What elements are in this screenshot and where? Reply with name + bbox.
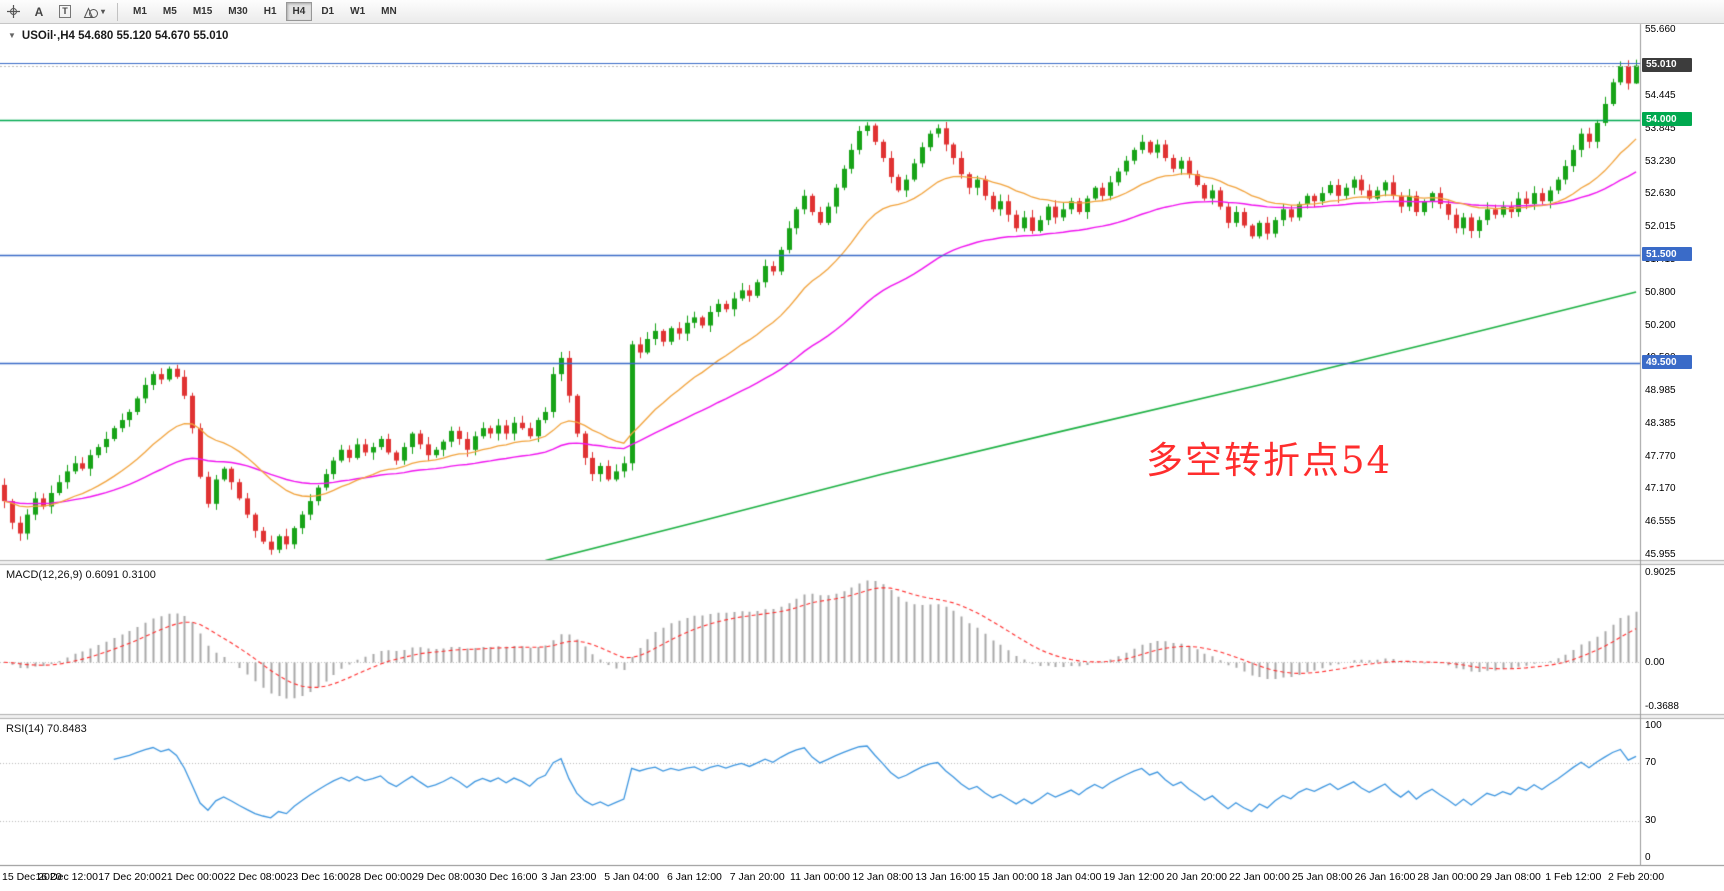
time-axis-label: 5 Jan 04:00 — [604, 871, 660, 883]
timeframe-button-H4[interactable]: H4 — [285, 2, 313, 21]
time-axis-label: 2 Feb 20:00 — [1608, 871, 1665, 883]
time-axis-label: 23 Dec 16:00 — [286, 871, 350, 883]
time-axis-label: 30 Dec 16:00 — [474, 871, 538, 883]
time-axis-label: 18 Jan 04:00 — [1040, 871, 1102, 883]
text-tool-button[interactable]: A — [27, 2, 51, 22]
price-tag-55010: 55.010 — [1642, 57, 1692, 72]
toolbar-separator — [117, 2, 119, 21]
timeframe-button-M1[interactable]: M1 — [126, 2, 154, 21]
rsi-axis-label: 70 — [1645, 756, 1657, 768]
collapse-arrow-icon[interactable]: ▼ — [8, 31, 16, 40]
price-axis-label: 55.660 — [1645, 24, 1676, 36]
price-axis-label: 52.015 — [1645, 221, 1676, 233]
time-axis-label: 28 Dec 00:00 — [349, 871, 412, 883]
rsi-axis-label: 100 — [1645, 720, 1662, 731]
time-axis-label: 26 Jan 16:00 — [1354, 871, 1416, 883]
chart-annotation[interactable]: 多空转折点54 — [1146, 439, 1393, 482]
panel-splitter-rsi[interactable] — [0, 713, 1724, 719]
time-axis-label: 15 Jan 00:00 — [977, 871, 1039, 883]
rsi-axis-label: 0 — [1645, 852, 1651, 863]
time-axis-label: 20 Jan 20:00 — [1166, 871, 1227, 883]
price-axis-label: 45.955 — [1645, 548, 1676, 560]
time-axis-label: 17 Dec 20:00 — [98, 871, 161, 883]
chevron-down-icon: ▾ — [101, 7, 106, 16]
time-axis-label: 19 Jan 12:00 — [1103, 871, 1165, 883]
text-tool-icon: A — [34, 4, 44, 19]
price-axis-label: 46.555 — [1645, 516, 1676, 528]
time-axis-label: 15 Dec 2020 — [2, 871, 62, 883]
price-axis-label: 53.230 — [1645, 155, 1676, 167]
price-axis-label: 52.630 — [1645, 188, 1676, 200]
time-axis-label: 6 Jan 12:00 — [666, 871, 722, 883]
rsi-axis-label: 30 — [1645, 814, 1657, 826]
time-axis-label: 7 Jan 20:00 — [729, 871, 785, 883]
macd-axis-label: 0.00 — [1645, 656, 1665, 668]
timeframe-button-H1[interactable]: H1 — [257, 2, 284, 21]
macd-axis-label: -0.3688 — [1645, 701, 1679, 712]
price-axis-label: 47.170 — [1645, 483, 1676, 495]
time-axis-label: 21 Dec 00:00 — [161, 871, 224, 883]
time-axis-label: 25 Jan 08:00 — [1291, 871, 1353, 883]
timeframe-toolbar: M1 M5 M15 M30 H1 H4 D1 W1 MN — [125, 2, 405, 21]
price-axis[interactable]: 55.66054.44553.84553.23052.63052.01551.4… — [1641, 0, 1724, 891]
timeframe-button-D1[interactable]: D1 — [314, 2, 341, 21]
timeframe-button-M15[interactable]: M15 — [186, 2, 219, 21]
label-tool-icon: T — [59, 5, 71, 18]
crosshair-tool-button[interactable] — [1, 2, 25, 22]
price-axis-label: 48.985 — [1645, 385, 1676, 397]
shapes-icon — [83, 6, 98, 18]
timeframe-button-W1[interactable]: W1 — [343, 2, 372, 21]
timeframe-button-M30[interactable]: M30 — [221, 2, 254, 21]
time-axis-label: 11 Jan 00:00 — [790, 871, 850, 883]
price-tag-51500: 51.500 — [1642, 247, 1692, 262]
timeframe-button-MN[interactable]: MN — [374, 2, 404, 21]
price-axis-label: 50.800 — [1645, 287, 1676, 299]
timeframe-button-M5[interactable]: M5 — [156, 2, 184, 21]
price-axis-label: 50.200 — [1645, 319, 1676, 331]
crosshair-icon — [6, 5, 20, 18]
time-axis-label: 28 Jan 00:00 — [1417, 871, 1479, 883]
time-axis-label: 12 Jan 08:00 — [852, 871, 914, 883]
time-axis-label: 1 Feb 12:00 — [1545, 871, 1602, 883]
chart-title-text: USOil·,H4 54.680 55.120 54.670 55.010 — [21, 30, 229, 42]
shapes-menu-button[interactable]: ▾ — [79, 2, 109, 22]
time-axis-label: 13 Jan 16:00 — [915, 871, 976, 883]
time-axis-label: 16 Dec 12:00 — [35, 871, 98, 883]
label-tool-button[interactable]: T — [53, 2, 77, 22]
price-axis-label: 54.445 — [1645, 90, 1676, 102]
time-axis-label: 22 Dec 08:00 — [223, 871, 287, 883]
time-axis[interactable]: 15 Dec 2020 16 Dec 12:00 17 Dec 20:00 21 De… — [0, 867, 1724, 891]
time-axis-label: 29 Jan 08:00 — [1480, 871, 1541, 883]
price-tag-54000: 54.000 — [1642, 112, 1692, 127]
price-axis-label: 53.845 — [1645, 122, 1676, 134]
price-axis-label: 47.770 — [1645, 450, 1676, 462]
price-tag-49500: 49.500 — [1642, 355, 1692, 370]
price-axis-label: 48.385 — [1645, 417, 1676, 429]
time-axis-label: 22 Jan 00:00 — [1229, 871, 1290, 883]
panel-splitter-macd[interactable] — [0, 559, 1724, 565]
rsi-label: RSI(14) 70.8483 — [6, 723, 87, 735]
macd-label: MACD(12,26,9) 0.6091 0.3100 — [6, 569, 156, 581]
time-axis-label: 29 Dec 08:00 — [412, 871, 475, 883]
macd-axis-label: 0.9025 — [1645, 567, 1676, 578]
toolbar: A T ▾ M1 M5 M15 M30 H1 H4 D1 W1 MN — [0, 0, 1724, 24]
time-axis-label: 3 Jan 23:00 — [541, 871, 597, 883]
chart-title: ▼ USOil·,H4 54.680 55.120 54.670 55.010 — [8, 30, 228, 42]
